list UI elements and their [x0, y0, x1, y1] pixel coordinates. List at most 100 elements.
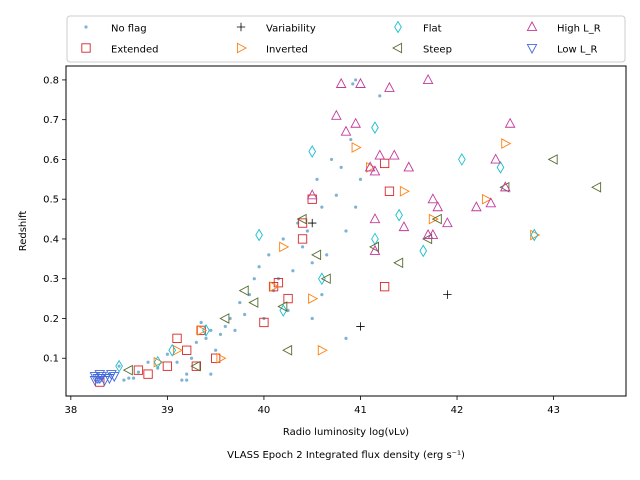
data-point [214, 348, 218, 352]
data-point [354, 205, 358, 209]
data-point [369, 213, 381, 224]
x-axis-label: Radio luminosity log(νLν) [283, 427, 409, 438]
data-point [115, 359, 123, 373]
data-point [127, 376, 131, 380]
data-point [330, 109, 342, 120]
data-point [257, 265, 261, 269]
series-steep [122, 154, 602, 376]
data-point [296, 221, 300, 225]
data-point [308, 293, 319, 304]
data-point [384, 186, 395, 196]
series-high-l-r [306, 73, 516, 255]
y-tick-label: 0.7 [43, 115, 59, 126]
data-point [277, 301, 288, 312]
legend-marker [392, 42, 403, 54]
data-point [470, 201, 482, 212]
series-flat [115, 121, 539, 373]
data-point [106, 370, 117, 381]
data-point [354, 78, 358, 82]
data-point [374, 149, 386, 160]
data-point [320, 205, 324, 209]
y-tick-label: 0.3 [43, 274, 59, 285]
data-point [136, 370, 141, 374]
data-point [334, 193, 338, 197]
data-point [238, 285, 249, 296]
data-point [297, 234, 308, 244]
data-point [591, 181, 602, 193]
legend-item: Extended [81, 43, 159, 56]
data-point [297, 218, 308, 228]
data-point [358, 177, 363, 181]
y-tick-label: 0.6 [43, 155, 59, 166]
data-point [131, 376, 136, 380]
y-axis-ticks: 0.1 0.2 0.3 0.4 0.5 0.6 0.7 0.8 [43, 75, 66, 365]
data-point [165, 352, 169, 356]
data-point [216, 352, 227, 364]
data-point [501, 138, 512, 149]
x-tick-label: 42 [451, 405, 464, 416]
data-point [172, 344, 183, 356]
data-point [267, 253, 271, 257]
data-point [223, 324, 227, 329]
data-point [199, 320, 203, 325]
data-point [315, 177, 319, 181]
legend-label: Steep [423, 45, 452, 56]
data-point [117, 364, 121, 368]
plot-frame [65, 65, 627, 397]
data-point [279, 304, 288, 317]
y-tick-label: 0.2 [43, 314, 59, 325]
data-point [94, 370, 106, 381]
legend-marker [394, 20, 402, 34]
data-point [168, 343, 177, 357]
legend-frame [66, 15, 626, 63]
data-point [238, 300, 242, 305]
data-point [378, 94, 382, 98]
data-point [218, 332, 223, 336]
legend-marker [236, 22, 246, 32]
data-point [291, 269, 295, 273]
data-point [209, 372, 213, 376]
data-point [122, 378, 126, 382]
x-tick-label: 43 [547, 405, 560, 416]
series-low-l-r [89, 370, 120, 387]
data-point [194, 340, 198, 344]
data-point [310, 316, 314, 321]
data-point [364, 161, 376, 172]
data-point [269, 281, 280, 293]
data-point [329, 157, 334, 162]
legend-item: Flat [394, 20, 442, 35]
data-point [143, 369, 153, 379]
data-point [335, 77, 347, 88]
data-point [204, 336, 208, 340]
data-point [175, 360, 179, 364]
legend-label: High L_R [557, 24, 601, 35]
data-point [393, 257, 404, 269]
data-point [189, 356, 194, 360]
data-point [89, 376, 101, 387]
data-point [185, 372, 189, 376]
data-point [162, 361, 173, 371]
data-point [496, 161, 505, 174]
legend-marker [81, 43, 91, 53]
data-point [122, 364, 133, 376]
data-point [398, 221, 410, 232]
data-point [259, 317, 269, 328]
data-point [384, 81, 395, 92]
data-point [211, 353, 221, 363]
data-point [243, 312, 247, 317]
series-variability [308, 218, 452, 331]
data-point [371, 121, 379, 135]
data-point [427, 229, 439, 240]
data-point [355, 77, 366, 88]
data-point [490, 153, 502, 164]
legend-label: Inverted [266, 45, 308, 56]
series-inverted [153, 138, 541, 368]
data-point [432, 201, 444, 212]
data-point [388, 149, 400, 160]
data-point [190, 360, 201, 372]
data-point [340, 125, 352, 136]
data-point [349, 137, 353, 142]
data-point [422, 73, 434, 84]
